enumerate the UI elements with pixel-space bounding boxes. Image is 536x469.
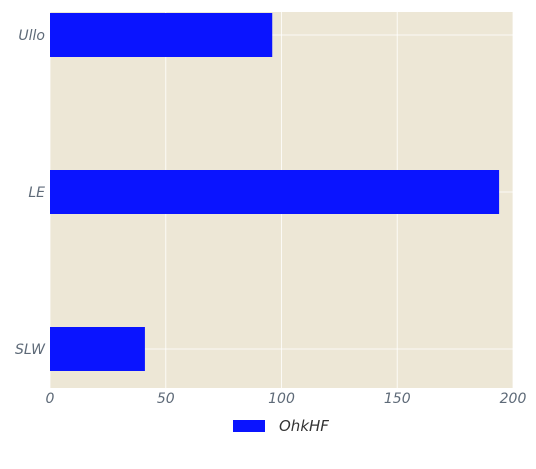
bar-slw xyxy=(50,327,145,371)
y-tick-label-le: LE xyxy=(28,185,45,201)
bar-le xyxy=(50,170,500,214)
y-axis-tick-labels: Ullo LE SLW xyxy=(15,28,46,358)
bar-ullo xyxy=(50,13,273,57)
legend-label-ohkhf: OhkHF xyxy=(279,417,329,435)
y-tick-label-slw: SLW xyxy=(15,342,46,358)
x-tick-label-1: 50 xyxy=(157,391,175,407)
legend: OhkHF xyxy=(233,417,329,435)
x-tick-label-0: 0 xyxy=(46,391,55,407)
x-axis-tick-labels: 0 50 100 150 200 xyxy=(46,391,527,407)
legend-swatch-ohkhf xyxy=(233,420,265,432)
x-tick-label-2: 100 xyxy=(268,391,295,407)
x-tick-label-3: 150 xyxy=(384,391,411,407)
y-tick-label-ullo: Ullo xyxy=(18,28,45,44)
bars xyxy=(50,13,500,371)
x-tick-label-4: 200 xyxy=(500,391,527,407)
